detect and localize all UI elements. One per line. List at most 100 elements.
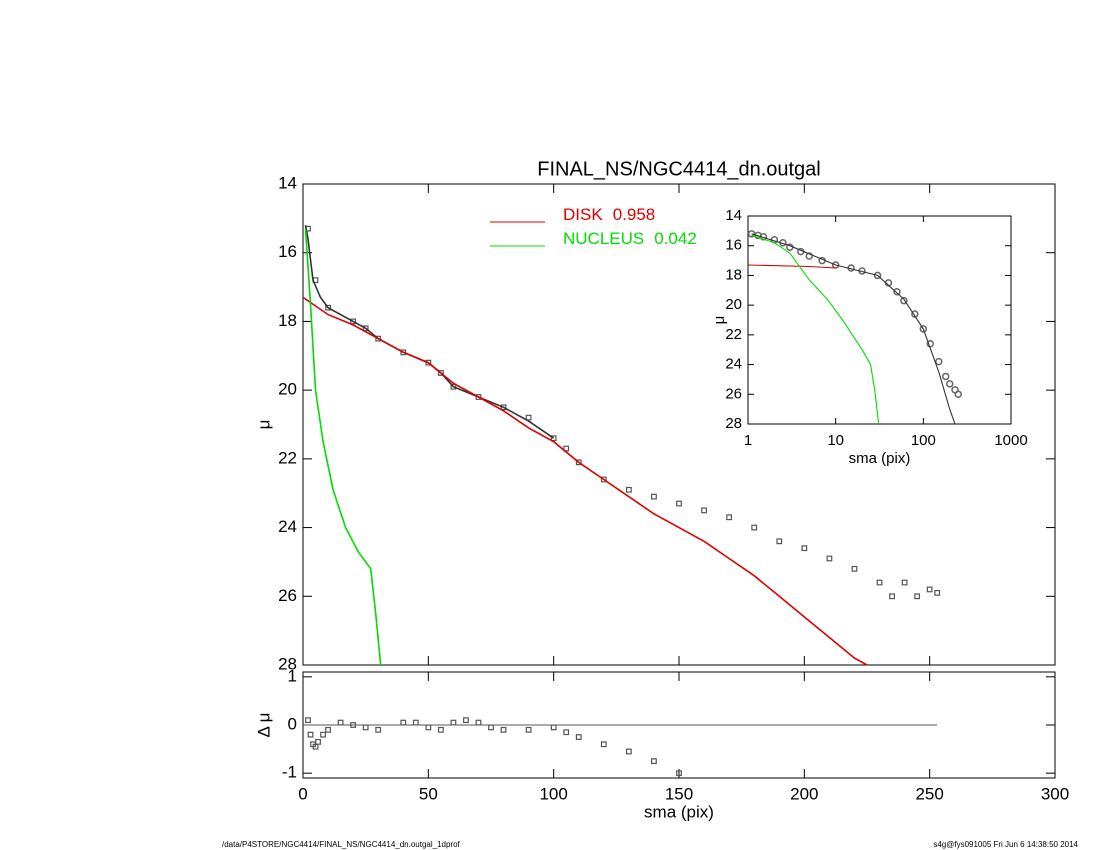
data-point (801, 545, 808, 552)
y-tick-label: -1 (282, 763, 297, 782)
data-point (437, 370, 444, 376)
y-tick-label: 22 (725, 326, 742, 343)
data-point (425, 359, 432, 366)
data-point (563, 729, 570, 736)
data-point (320, 731, 326, 738)
data-point (325, 304, 331, 311)
model-line (751, 234, 880, 425)
y-axis-label: μ (254, 420, 273, 430)
data-point (954, 390, 962, 399)
data-point (625, 748, 632, 755)
legend-label: DISK 0.958 (563, 205, 655, 224)
data-point (935, 357, 943, 366)
y-tick-label: 26 (278, 586, 297, 605)
data-point (575, 459, 582, 466)
x-tick-label: 200 (790, 784, 818, 803)
data-point (500, 404, 507, 411)
data-point (350, 318, 357, 325)
y-tick-label: 28 (725, 415, 742, 432)
y-tick-label: 18 (278, 311, 297, 330)
plot-frame (747, 215, 1012, 425)
y-tick-label: 26 (725, 385, 742, 402)
data-point (575, 734, 582, 740)
data-point (362, 325, 369, 332)
x-tick-label: 50 (419, 784, 438, 803)
model-line (751, 233, 956, 425)
x-tick-label: 100 (539, 784, 567, 803)
data-point (488, 724, 494, 731)
data-point (625, 486, 632, 493)
legend-name: DISK (563, 205, 603, 224)
y-tick-label: 16 (725, 237, 742, 254)
data-point (901, 579, 908, 586)
data-point (400, 719, 407, 726)
data-point (600, 476, 607, 483)
data-point (676, 770, 682, 777)
footer-right: s4g@fys091005 Fri Jun 6 14:38:50 2014 (933, 840, 1078, 849)
x-tick-label: 1 (744, 432, 752, 449)
data-point (600, 741, 607, 748)
y-tick-label: 18 (725, 266, 742, 283)
x-tick-label: 300 (1041, 784, 1069, 803)
y-tick-label: 0 (288, 714, 297, 733)
data-point (305, 717, 311, 724)
data-point (934, 589, 941, 596)
data-point (375, 335, 382, 342)
y-tick-label: 14 (725, 207, 742, 224)
data-point (651, 758, 657, 765)
chart-title: FINAL_NS/NGC4414_dn.outgal (537, 158, 821, 180)
data-point (325, 726, 331, 733)
y-axis-label: μ (711, 316, 728, 325)
x-tick-label: 1000 (994, 432, 1027, 449)
model-line (302, 296, 868, 666)
data-point (889, 593, 895, 600)
y-tick-label: 22 (278, 448, 297, 467)
x-tick-label: 0 (298, 784, 307, 803)
data-point (550, 435, 557, 442)
data-point (475, 719, 482, 726)
y-tick-label: 14 (278, 173, 297, 192)
data-point (911, 310, 919, 318)
data-point (525, 726, 532, 733)
data-point (550, 724, 557, 731)
data-point (876, 579, 883, 586)
y-axis-label: Δ μ (254, 713, 273, 738)
x-tick-label: 150 (665, 784, 693, 803)
data-point (826, 555, 833, 562)
model-line (747, 264, 836, 269)
data-point (400, 349, 407, 356)
data-point (475, 394, 482, 400)
data-point (375, 726, 382, 733)
data-point (525, 414, 532, 421)
data-point (914, 593, 921, 600)
data-point (337, 719, 344, 726)
legend-label: NUCLEUS 0.042 (563, 229, 697, 248)
x-axis-label: sma (pix) (644, 802, 714, 821)
data-point (926, 586, 933, 593)
x-tick-label: 250 (915, 784, 943, 803)
y-tick-label: 24 (278, 517, 297, 536)
data-point (315, 738, 321, 745)
data-point (350, 722, 357, 728)
footer-left: /data/P4STORE/NGC4414/FINAL_NS/NGC4414_d… (222, 840, 461, 849)
data-point (563, 445, 570, 452)
data-point (425, 724, 432, 731)
x-tick-label: 10 (827, 432, 844, 449)
data-point (945, 380, 954, 388)
data-point (776, 538, 783, 545)
data-point (900, 296, 908, 305)
data-point (450, 383, 457, 390)
data-point (805, 252, 814, 260)
y-tick-label: 24 (725, 356, 742, 373)
data-point (450, 719, 457, 726)
data-point (941, 372, 950, 381)
y-tick-label: 28 (278, 654, 297, 673)
x-axis-label: sma (pix) (849, 450, 911, 467)
data-point (412, 719, 419, 726)
data-point (676, 500, 682, 507)
y-tick-label: 20 (725, 296, 742, 313)
y-tick-label: 16 (278, 242, 297, 261)
data-point (919, 325, 928, 333)
data-point (873, 271, 882, 280)
data-point (701, 507, 707, 514)
